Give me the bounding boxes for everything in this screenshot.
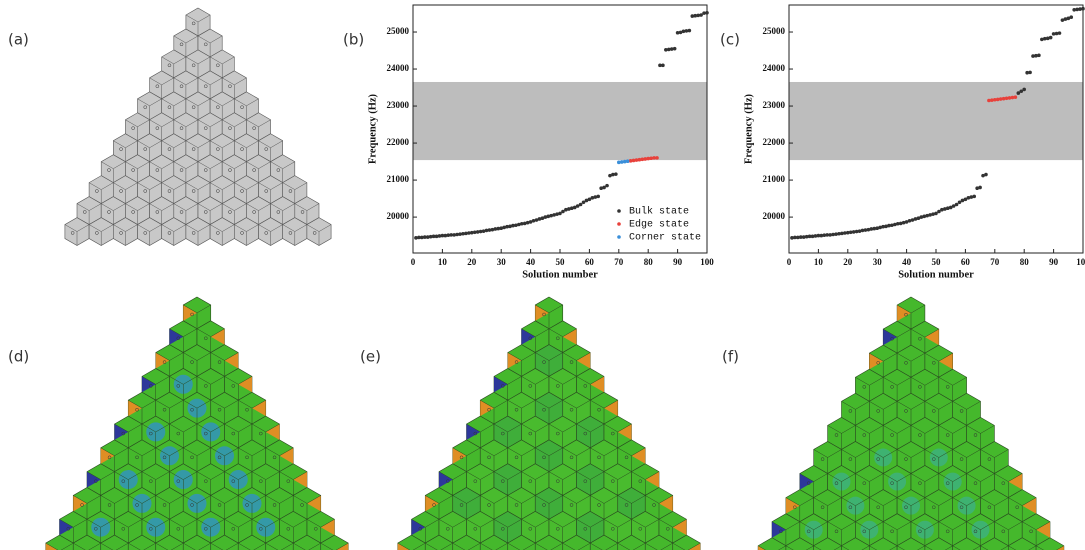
point bbox=[1081, 7, 1085, 11]
band bbox=[413, 82, 707, 160]
point bbox=[579, 203, 583, 207]
point bbox=[978, 186, 982, 190]
panel-label: (d) bbox=[8, 348, 29, 366]
x-tick-label: 20 bbox=[843, 257, 853, 267]
y-tick-label: 24000 bbox=[763, 63, 786, 73]
point bbox=[1069, 15, 1073, 19]
x-tick-label: 60 bbox=[585, 257, 595, 267]
band bbox=[789, 82, 1083, 160]
x-tick-label: 100 bbox=[1076, 257, 1085, 267]
point bbox=[1014, 95, 1018, 99]
y-tick-label: 24000 bbox=[387, 63, 410, 73]
point bbox=[1049, 36, 1053, 40]
figure: (a) (d) (e) (f) (b) 20000 21000 22000 23000 2… bbox=[0, 0, 1085, 550]
x-tick-label: 90 bbox=[1049, 257, 1059, 267]
point bbox=[605, 184, 609, 188]
x-axis-title: Solution number bbox=[898, 269, 974, 280]
y-tick-label: 25000 bbox=[763, 26, 786, 36]
panel-label: (a) bbox=[8, 31, 29, 49]
panel-label: (f) bbox=[722, 348, 739, 366]
y-tick-label: 21000 bbox=[763, 174, 786, 184]
point bbox=[596, 195, 600, 199]
point bbox=[955, 203, 959, 207]
lattice bbox=[46, 297, 349, 550]
x-tick-label: 100 bbox=[700, 257, 714, 267]
y-axis-title: Frequency (Hz) bbox=[743, 93, 754, 164]
x-tick-label: 90 bbox=[673, 257, 683, 267]
legend-marker bbox=[617, 222, 621, 226]
x-tick-label: 80 bbox=[1020, 257, 1030, 267]
point bbox=[655, 156, 659, 160]
x-tick-label: 30 bbox=[873, 257, 883, 267]
lattice bbox=[65, 8, 331, 246]
point bbox=[984, 173, 988, 177]
legend-label: Edge state bbox=[629, 219, 689, 231]
point bbox=[661, 64, 665, 68]
x-axis-title: Solution number bbox=[522, 269, 598, 280]
y-tick-label: 20000 bbox=[763, 211, 786, 221]
point bbox=[1028, 71, 1032, 75]
lattice bbox=[398, 297, 701, 550]
panel-label: (c) bbox=[720, 31, 740, 49]
legend-label: Bulk state bbox=[629, 206, 689, 218]
y-tick-label: 22000 bbox=[763, 137, 786, 147]
x-tick-label: 70 bbox=[614, 257, 624, 267]
y-tick-label: 25000 bbox=[387, 26, 410, 36]
y-tick-label: 20000 bbox=[387, 211, 410, 221]
x-tick-label: 50 bbox=[932, 257, 942, 267]
point bbox=[626, 159, 630, 163]
legend-label: Corner state bbox=[629, 233, 701, 244]
point bbox=[1022, 88, 1026, 92]
y-tick-label: 22000 bbox=[387, 137, 410, 147]
point bbox=[614, 172, 618, 176]
x-tick-label: 60 bbox=[961, 257, 971, 267]
panel-label: (b) bbox=[343, 31, 364, 49]
x-tick-label: 0 bbox=[787, 257, 792, 267]
point bbox=[673, 47, 677, 51]
y-tick-label: 23000 bbox=[763, 100, 786, 110]
x-tick-label: 10 bbox=[438, 257, 448, 267]
point bbox=[1037, 54, 1041, 58]
point bbox=[972, 195, 976, 199]
y-axis-title: Frequency (Hz) bbox=[367, 93, 378, 164]
x-tick-label: 50 bbox=[556, 257, 566, 267]
x-tick-label: 10 bbox=[814, 257, 824, 267]
x-tick-label: 20 bbox=[467, 257, 477, 267]
legend-marker bbox=[617, 235, 621, 239]
x-tick-label: 70 bbox=[990, 257, 1000, 267]
point bbox=[705, 11, 709, 15]
point bbox=[688, 29, 692, 33]
x-tick-label: 40 bbox=[902, 257, 912, 267]
lattice bbox=[758, 297, 1064, 550]
y-tick-label: 21000 bbox=[387, 174, 410, 184]
x-tick-label: 0 bbox=[411, 257, 416, 267]
legend-marker bbox=[617, 209, 621, 213]
point bbox=[1058, 31, 1062, 35]
x-tick-label: 80 bbox=[644, 257, 654, 267]
y-tick-label: 23000 bbox=[387, 100, 410, 110]
panel-label: (e) bbox=[360, 348, 381, 366]
x-tick-label: 40 bbox=[526, 257, 536, 267]
x-tick-label: 30 bbox=[497, 257, 507, 267]
